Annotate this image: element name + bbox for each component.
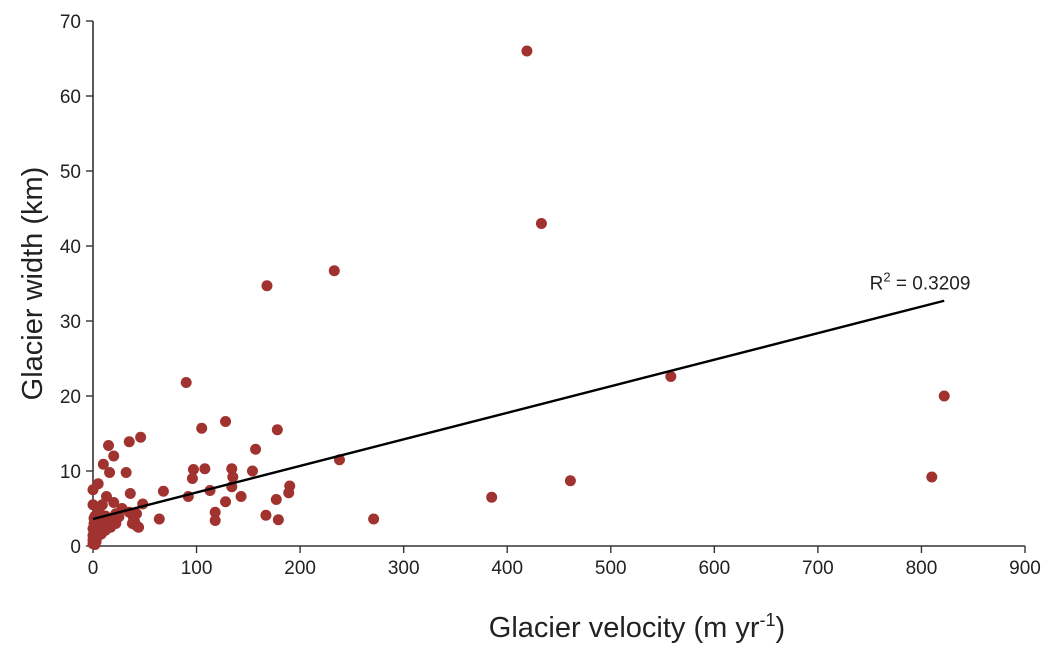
- x-tick-label: 500: [595, 558, 627, 579]
- data-point: [938, 390, 950, 402]
- x-tick-label: 600: [698, 558, 730, 579]
- data-point: [123, 436, 135, 448]
- x-tick-label: 300: [388, 558, 420, 579]
- r-squared-value: = 0.3209: [891, 274, 971, 295]
- x-tick-labels: 0 100 200 300 400 500 600 700 800 900: [88, 558, 1041, 579]
- data-point: [87, 484, 99, 496]
- y-tick-label: 60: [60, 87, 81, 108]
- x-tick-label: 900: [1009, 558, 1041, 579]
- y-tick-label: 10: [60, 462, 81, 483]
- axes: [86, 20, 1026, 553]
- data-point: [260, 509, 272, 521]
- data-point: [665, 371, 677, 382]
- data-point: [196, 422, 208, 434]
- y-tick-labels: 0 10 20 30 40 50 60 70: [60, 12, 81, 558]
- data-point: [271, 424, 283, 436]
- data-point: [97, 458, 109, 470]
- data-point: [180, 377, 192, 388]
- data-point: [535, 218, 547, 229]
- data-point: [328, 265, 340, 277]
- data-point: [235, 491, 247, 502]
- data-point: [564, 475, 576, 487]
- y-tick-label: 40: [60, 237, 81, 258]
- data-point: [199, 463, 211, 475]
- data-point: [124, 488, 136, 499]
- trendline: [92, 299, 945, 521]
- data-point: [926, 471, 938, 483]
- data-point: [108, 450, 120, 462]
- x-tick-label: 400: [491, 558, 523, 579]
- y-tick-label: 30: [60, 312, 81, 333]
- data-point: [220, 496, 232, 508]
- data-point: [209, 515, 221, 526]
- data-point: [368, 513, 380, 525]
- y-tick-label: 50: [60, 162, 81, 183]
- r-squared-label: R2 = 0.3209: [870, 270, 971, 295]
- data-point: [187, 464, 199, 475]
- data-point: [486, 491, 498, 503]
- y-axis-title: Glacier width (km): [17, 167, 49, 401]
- data-point: [135, 431, 147, 443]
- data-point: [100, 491, 112, 502]
- data-point: [103, 440, 115, 451]
- data-point: [133, 521, 145, 533]
- y-tick-label: 20: [60, 387, 81, 408]
- data-point: [226, 463, 238, 475]
- data-point: [157, 485, 169, 497]
- data-point: [261, 280, 273, 292]
- data-point: [186, 473, 198, 484]
- data-point: [209, 506, 221, 518]
- x-tick-label: 700: [802, 558, 834, 579]
- data-point: [120, 467, 132, 478]
- data-point: [270, 494, 282, 505]
- x-tick-label: 0: [88, 558, 99, 579]
- data-point: [220, 416, 232, 427]
- x-tick-label: 800: [906, 558, 938, 579]
- r-squared-superscript: 2: [883, 270, 890, 285]
- y-tick-label: 0: [70, 537, 81, 558]
- y-tick-label: 70: [60, 12, 81, 33]
- x-tick-label: 200: [284, 558, 316, 579]
- data-point: [521, 45, 533, 57]
- data-point: [104, 467, 116, 478]
- data-point: [272, 514, 284, 526]
- data-points: [87, 45, 950, 550]
- data-point: [88, 521, 100, 533]
- data-point: [250, 443, 262, 455]
- data-point: [283, 487, 295, 499]
- data-point: [227, 471, 239, 483]
- x-tick-label: 100: [181, 558, 213, 579]
- data-point: [108, 497, 120, 508]
- data-point: [153, 513, 165, 525]
- data-point: [89, 539, 101, 550]
- data-point: [246, 465, 258, 477]
- x-axis-title: Glacier velocity (m yr-1): [489, 610, 785, 644]
